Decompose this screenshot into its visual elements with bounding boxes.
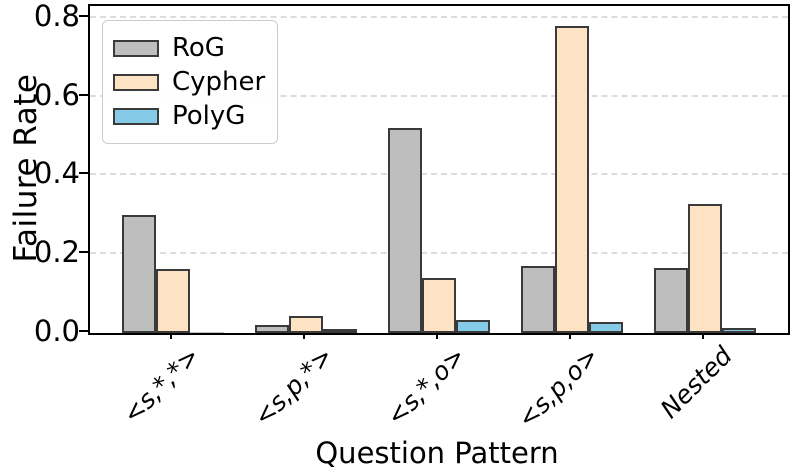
x-tick-label-4: Nested [654, 341, 738, 424]
plot-area [88, 4, 790, 335]
bar-polyg-4 [722, 328, 756, 333]
bar-polyg-0 [190, 332, 224, 333]
bar-polyg-2 [456, 320, 490, 333]
gridline [90, 94, 788, 97]
bar-rog-0 [122, 214, 156, 333]
x-axis-title: Question Pattern [315, 436, 559, 470]
bar-cypher-4 [688, 204, 722, 333]
bar-rog-3 [521, 266, 555, 333]
y-tick-label: 0.8 [33, 0, 80, 33]
y-tick-mark [79, 330, 88, 332]
x-tick-mark [569, 333, 571, 339]
x-tick-label-2: <s,*,o> [381, 341, 472, 432]
legend-swatch-icon [113, 107, 159, 125]
legend-label: PolyG [172, 101, 246, 131]
gridline [90, 252, 788, 255]
legend: RoG Cypher PolyG [102, 20, 278, 144]
legend-swatch-icon [113, 39, 159, 57]
legend-label: Cypher [172, 67, 266, 97]
bar-rog-4 [654, 268, 688, 333]
bar-polyg-3 [589, 321, 623, 333]
bar-cypher-2 [422, 277, 456, 333]
x-tick-label-3: <s,p,o> [511, 341, 605, 434]
y-tick-mark [79, 14, 88, 17]
x-tick-mark [436, 333, 438, 339]
bar-rog-1 [255, 325, 289, 333]
y-tick-mark [79, 172, 88, 175]
bar-rog-2 [388, 128, 422, 333]
y-tick-label: 0.0 [33, 314, 80, 348]
legend-item-cypher: Cypher [113, 65, 277, 99]
bar-cypher-3 [555, 25, 589, 333]
legend-swatch-icon [113, 73, 159, 91]
legend-item-rog: RoG [113, 31, 277, 65]
x-tick-label-0: <s,*,*> [117, 341, 206, 430]
gridline [90, 173, 788, 176]
y-tick-label: 0.2 [33, 235, 80, 270]
gridline [90, 15, 788, 18]
legend-item-polyg: PolyG [113, 99, 277, 133]
y-tick-label: 0.4 [33, 156, 80, 191]
bar-polyg-1 [323, 329, 357, 333]
x-tick-mark [702, 333, 704, 339]
y-tick-mark [79, 251, 88, 254]
bar-cypher-1 [289, 316, 323, 333]
x-tick-mark [303, 333, 305, 339]
x-tick-mark [170, 333, 172, 339]
bar-cypher-0 [156, 268, 190, 333]
legend-label: RoG [172, 33, 225, 63]
y-tick-mark [79, 93, 88, 96]
y-tick-label: 0.6 [33, 77, 80, 112]
x-tick-label-1: <s,p,*> [247, 341, 339, 432]
